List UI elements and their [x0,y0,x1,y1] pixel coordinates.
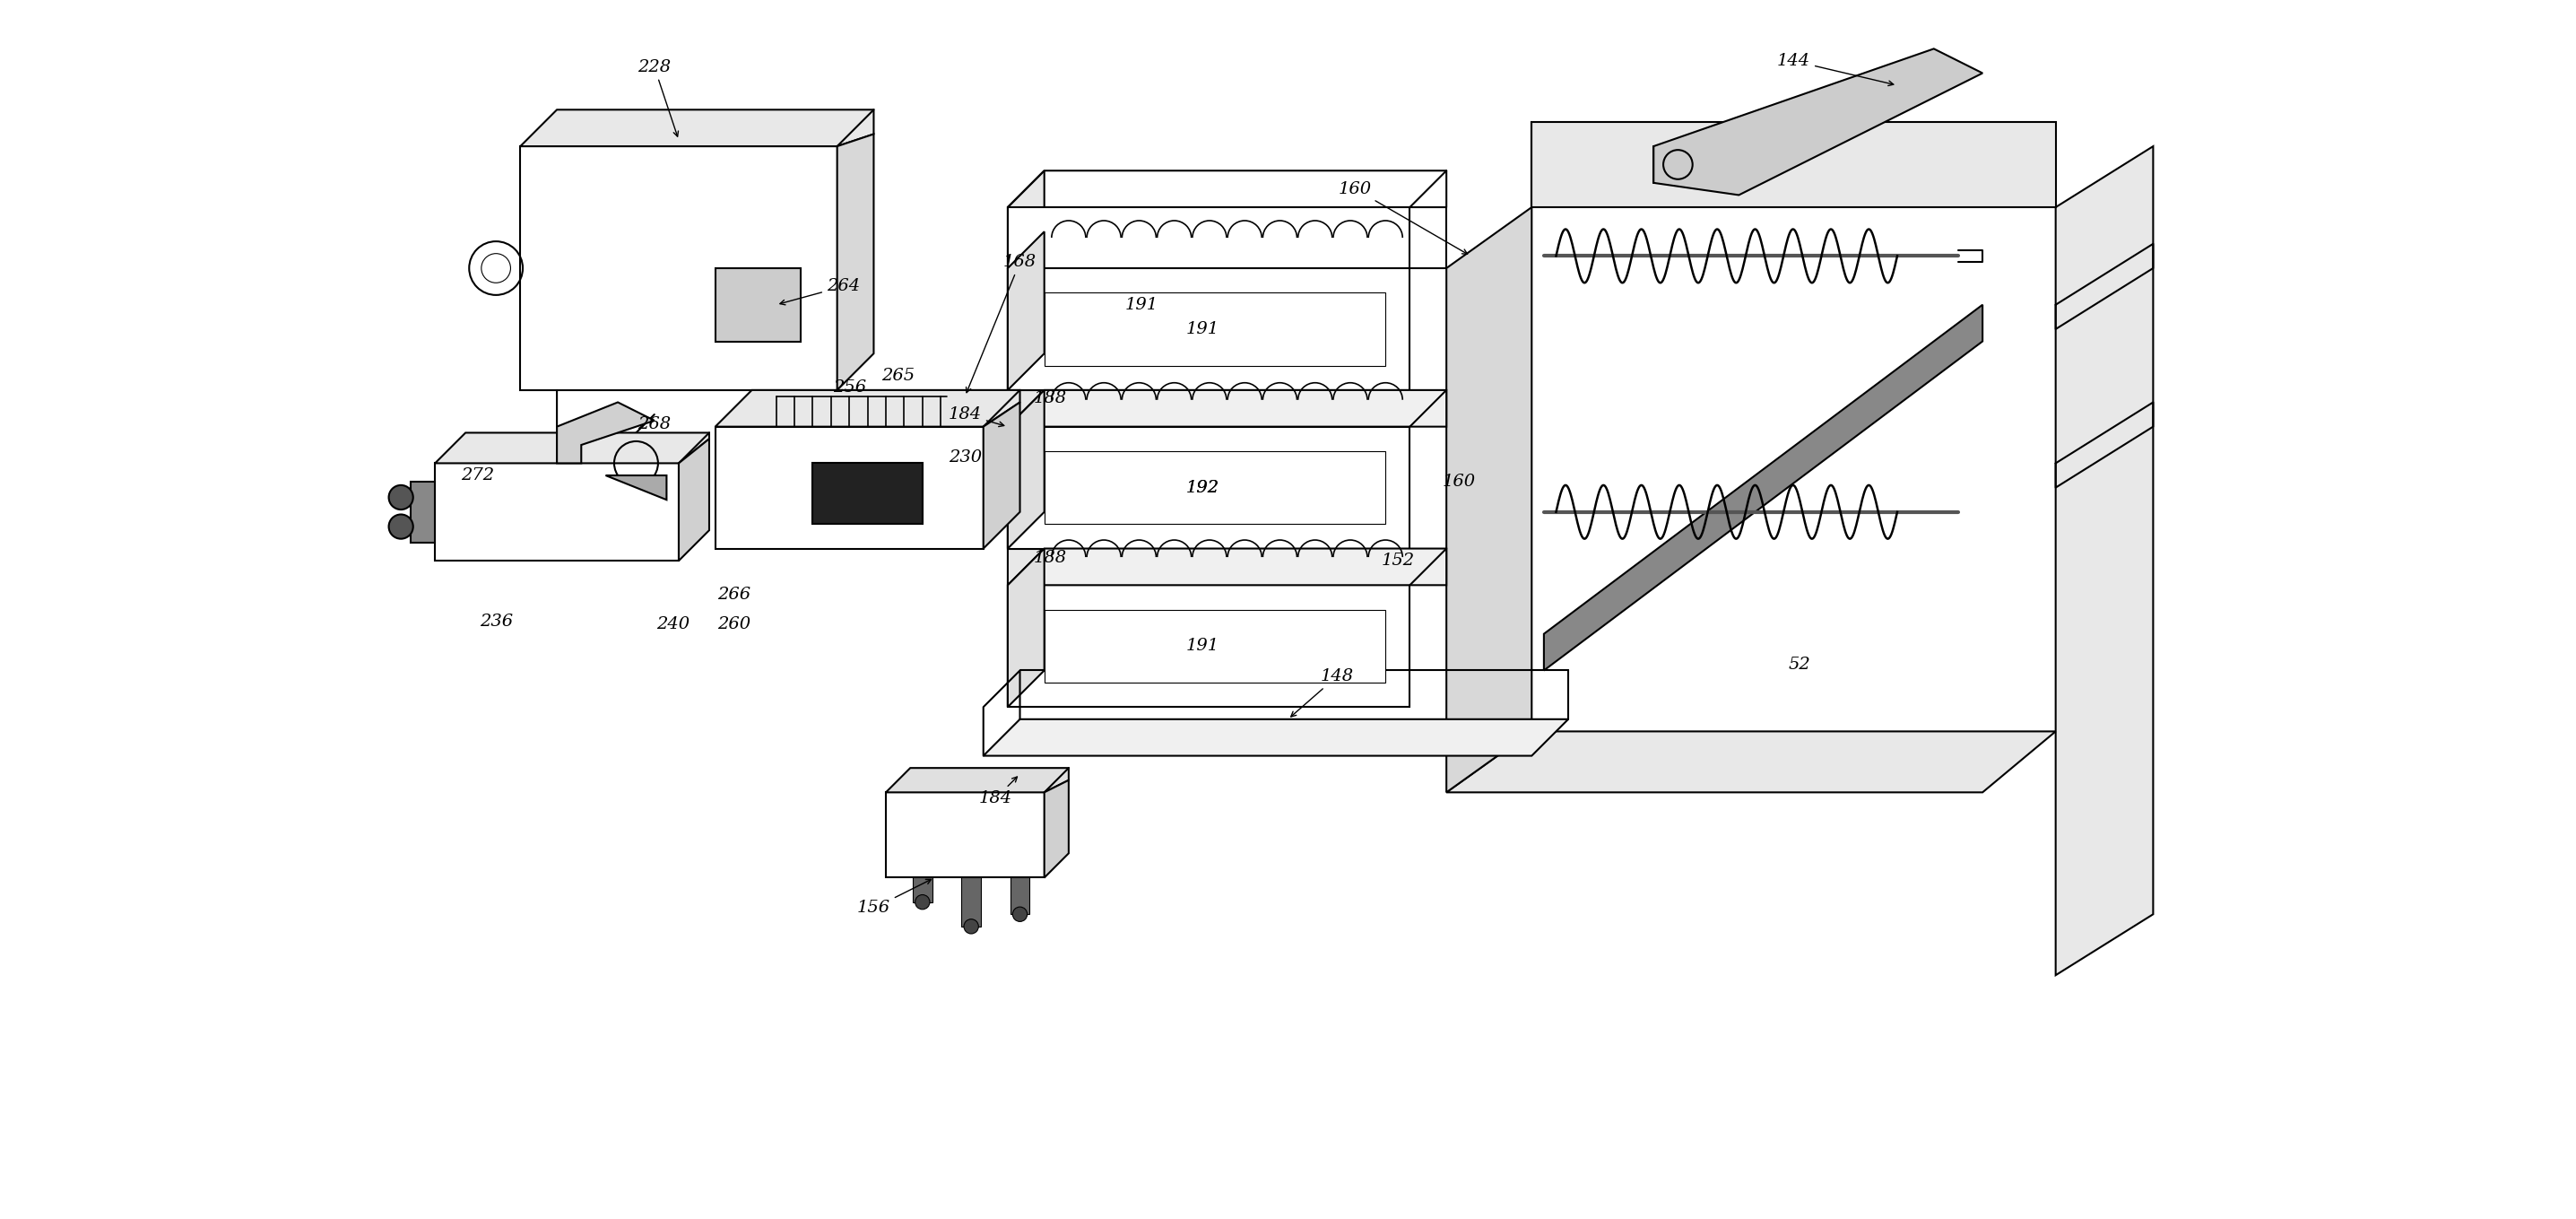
Text: 265: 265 [881,367,914,384]
Circle shape [389,485,412,510]
Text: 188: 188 [1033,550,1066,567]
Polygon shape [1007,585,1409,707]
Text: 168: 168 [966,254,1036,393]
Polygon shape [837,134,873,390]
Polygon shape [961,878,981,926]
Polygon shape [1043,293,1386,366]
Text: 192: 192 [1185,479,1218,496]
Text: 260: 260 [716,616,750,633]
Polygon shape [716,427,984,549]
Text: 264: 264 [781,278,860,305]
Circle shape [1012,907,1028,922]
Text: 188: 188 [1033,390,1066,407]
Text: 191: 191 [1126,296,1159,313]
Polygon shape [1007,549,1445,585]
Circle shape [963,919,979,934]
Polygon shape [435,433,708,463]
Polygon shape [1043,451,1386,524]
Polygon shape [520,110,873,146]
Text: 52: 52 [1788,656,1811,673]
Text: 152: 152 [1381,552,1414,569]
Text: 236: 236 [479,613,513,630]
Polygon shape [1445,207,1533,792]
Text: 192: 192 [1185,479,1218,496]
Polygon shape [984,402,1020,549]
Polygon shape [1007,268,1409,390]
Text: 191: 191 [1185,321,1218,338]
Polygon shape [912,878,933,902]
Polygon shape [1007,232,1043,390]
Polygon shape [2056,146,2154,975]
Polygon shape [410,482,435,542]
Polygon shape [556,402,654,463]
Polygon shape [1007,549,1043,707]
Text: 148: 148 [1291,668,1352,717]
Polygon shape [605,475,667,500]
Polygon shape [886,792,1043,878]
Text: 160: 160 [1340,180,1468,254]
Circle shape [389,514,412,539]
Text: 228: 228 [639,59,677,137]
Polygon shape [520,146,837,390]
Text: 230: 230 [948,449,981,466]
Polygon shape [814,463,922,524]
Polygon shape [1010,878,1030,914]
Text: 266: 266 [716,586,750,603]
Polygon shape [716,390,1020,427]
Text: 160: 160 [1443,473,1476,490]
Text: 191: 191 [1185,638,1218,655]
Text: 256: 256 [832,379,866,396]
Polygon shape [435,463,677,561]
Polygon shape [1007,207,1409,268]
Polygon shape [1654,49,1984,195]
Text: 268: 268 [639,416,670,433]
Text: 272: 272 [461,467,495,484]
Text: 240: 240 [657,616,690,633]
Polygon shape [1533,122,2056,207]
Polygon shape [886,768,1069,792]
Polygon shape [1007,390,1445,427]
Polygon shape [1007,427,1409,549]
Polygon shape [1043,780,1069,878]
Text: 184: 184 [979,777,1018,807]
Polygon shape [1007,390,1043,549]
Polygon shape [1007,171,1043,707]
Polygon shape [716,268,801,341]
Circle shape [914,895,930,909]
Polygon shape [984,719,1569,756]
Polygon shape [677,439,708,561]
Text: 144: 144 [1777,52,1893,85]
Polygon shape [1445,731,2056,792]
Text: 184: 184 [948,406,1005,427]
Text: 156: 156 [858,879,930,917]
Polygon shape [1043,610,1386,683]
Polygon shape [1543,305,1984,670]
